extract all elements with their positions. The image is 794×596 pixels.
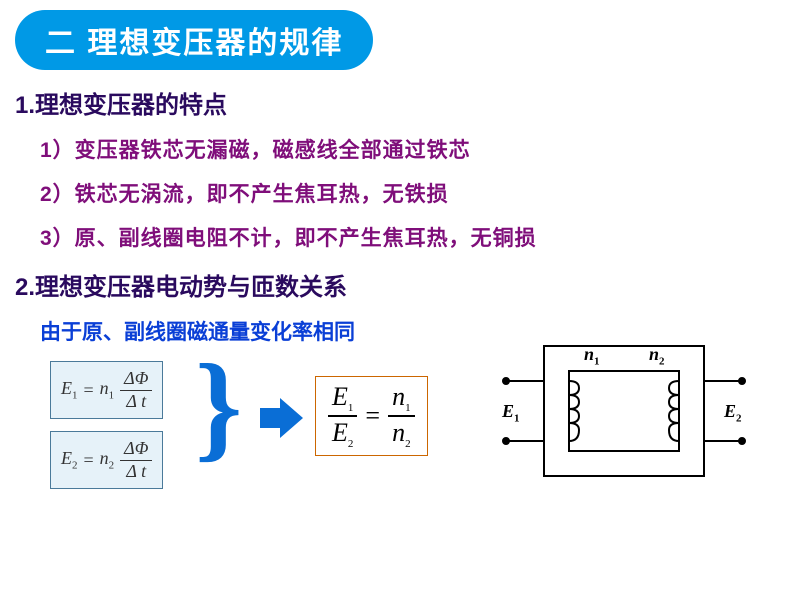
- result-formula: E1 E2 = n1 n2: [315, 376, 428, 456]
- point-3: 3）原、副线圈电阻不计，即不产生焦耳热，无铜损: [40, 222, 794, 252]
- label-n1: n1: [584, 344, 600, 368]
- brace-icon: }: [195, 346, 242, 466]
- point-2: 2）铁芯无涡流，即不产生焦耳热，无铁损: [40, 178, 794, 208]
- transformer-diagram: n1 n2 E1 E2: [484, 326, 764, 501]
- formula-e1: E1 = n1 ΔΦ Δ t: [50, 361, 163, 419]
- section-header: 二 理想变压器的规律: [15, 10, 373, 70]
- label-e1: E1: [502, 401, 520, 425]
- label-e2: E2: [724, 401, 742, 425]
- section1-title: 1.理想变压器的特点: [15, 85, 794, 120]
- section1-points: 1）变压器铁芯无漏磁，磁感线全部通过铁芯 2）铁芯无涡流，即不产生焦耳热，无铁损…: [40, 134, 794, 252]
- label-n2: n2: [649, 344, 665, 368]
- arrow-icon: [255, 396, 305, 446]
- point-1: 1）变压器铁芯无漏磁，磁感线全部通过铁芯: [40, 134, 794, 164]
- formula-e2: E2 = n2 ΔΦ Δ t: [50, 431, 163, 489]
- formula-area: E1 = n1 ΔΦ Δ t E2 = n2 ΔΦ Δ t } E1 E2 =: [0, 356, 794, 556]
- section2-title: 2.理想变压器电动势与匝数关系: [15, 267, 794, 302]
